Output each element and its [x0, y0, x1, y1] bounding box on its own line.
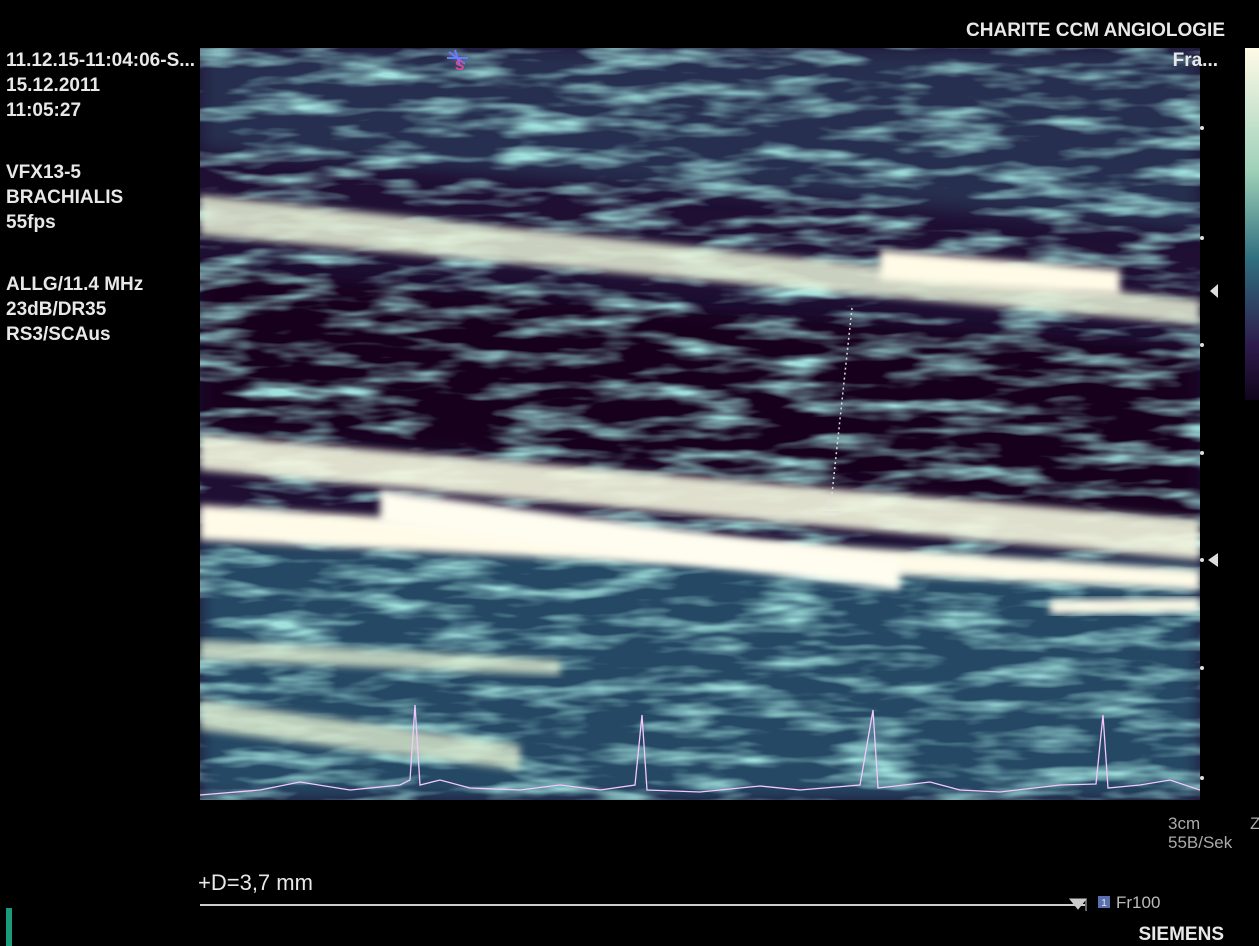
institution: CHARITE CCM ANGIOLOGIE — [966, 20, 1225, 41]
sweep-speed: 55B/Sek — [1168, 833, 1233, 852]
ultrasound-image — [200, 48, 1200, 800]
caliper-line — [829, 307, 853, 513]
frequency: ALLG/11.4 MHz — [6, 274, 143, 295]
preset: BRACHIALIS — [6, 187, 123, 208]
badge: 1 — [1101, 898, 1107, 909]
frame-number: Fr100 — [1116, 893, 1160, 912]
settings: RS3/SCAus — [6, 324, 111, 345]
measurement: +D=3,7 mm — [198, 870, 313, 895]
timeline-cursor — [1068, 898, 1088, 911]
depth-scale: 3cm — [1168, 814, 1200, 833]
gain: 23dB/DR35 — [6, 299, 107, 320]
depth-markers — [1200, 126, 1218, 780]
color-bar — [1245, 48, 1259, 400]
badge-box — [1098, 896, 1110, 908]
brand: SIEMENS — [1138, 924, 1224, 945]
marker-label: S — [455, 57, 464, 73]
focus-marker — [447, 49, 468, 67]
status-strip — [6, 908, 12, 946]
time: 11:05:27 — [6, 100, 81, 121]
frame-label: Fra... — [1173, 50, 1218, 71]
study-id: 11.12.15-11:04:06-S... — [6, 50, 195, 71]
frame-rate: 55fps — [6, 212, 56, 233]
probe: VFX13-5 — [6, 162, 81, 183]
ecg-trace — [200, 704, 1200, 796]
date: 15.12.2011 — [6, 75, 100, 96]
scale-edge: Z — [1250, 814, 1259, 833]
